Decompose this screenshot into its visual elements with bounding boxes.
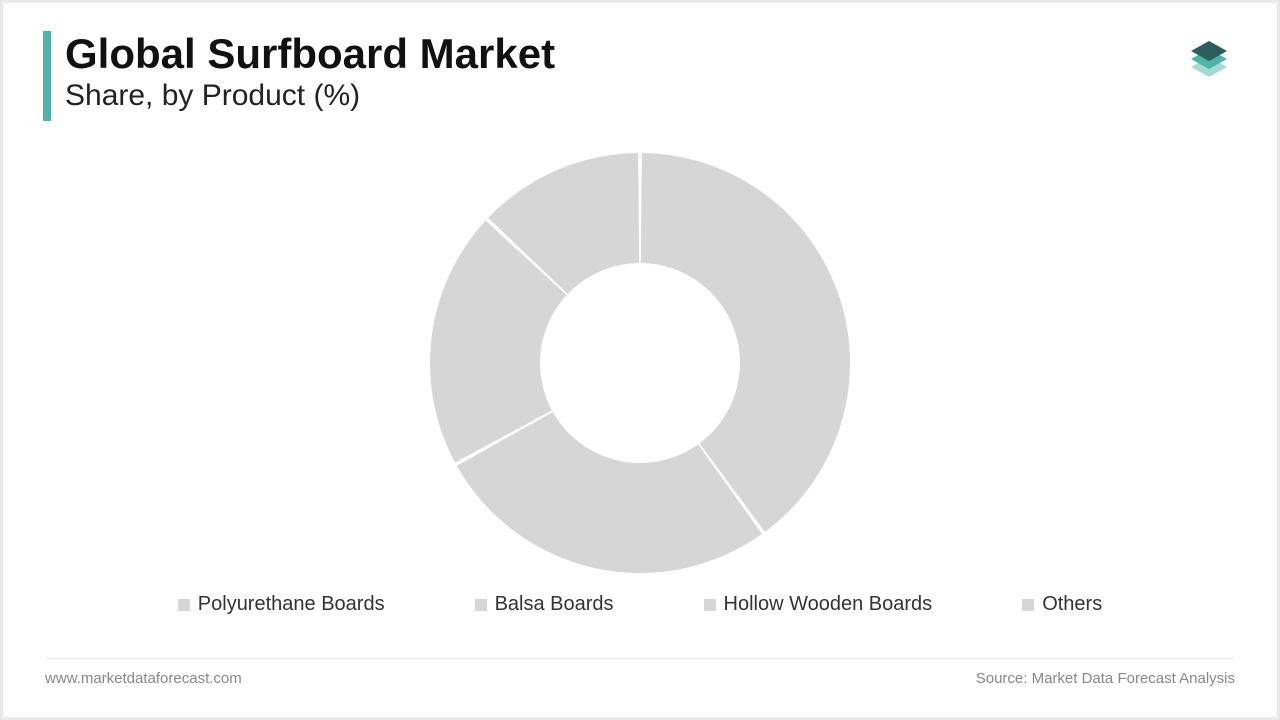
brand-logo-icon xyxy=(1179,25,1239,85)
title-block: Global Surfboard Market Share, by Produc… xyxy=(65,31,1237,113)
chart-legend: Polyurethane Boards Balsa Boards Hollow Wo… xyxy=(3,593,1277,616)
legend-item: Balsa Boards xyxy=(475,593,614,616)
footer-right-source: Source: Market Data Forecast Analysis xyxy=(976,670,1235,687)
legend-item: Hollow Wooden Boards xyxy=(704,593,933,616)
legend-swatch-icon xyxy=(704,599,716,611)
chart-title: Global Surfboard Market xyxy=(65,31,1237,77)
page-container: Global Surfboard Market Share, by Produc… xyxy=(0,0,1280,720)
legend-item: Others xyxy=(1022,593,1102,616)
legend-swatch-icon xyxy=(178,599,190,611)
footer-left-url: www.marketdataforecast.com xyxy=(45,670,242,687)
legend-item-label: Polyurethane Boards xyxy=(198,593,385,616)
legend-swatch-icon xyxy=(1022,599,1034,611)
legend-item-label: Others xyxy=(1042,593,1102,616)
header: Global Surfboard Market Share, by Produc… xyxy=(43,31,1237,121)
legend-item-label: Balsa Boards xyxy=(495,593,614,616)
donut-chart xyxy=(3,143,1277,583)
chart-subtitle: Share, by Product (%) xyxy=(65,79,1237,113)
footer: www.marketdataforecast.com Source: Marke… xyxy=(45,670,1235,687)
footer-divider xyxy=(45,658,1235,659)
donut-chart-svg xyxy=(410,143,870,583)
legend-item: Polyurethane Boards xyxy=(178,593,385,616)
legend-item-label: Hollow Wooden Boards xyxy=(724,593,933,616)
legend-swatch-icon xyxy=(475,599,487,611)
title-accent-bar xyxy=(43,31,51,121)
